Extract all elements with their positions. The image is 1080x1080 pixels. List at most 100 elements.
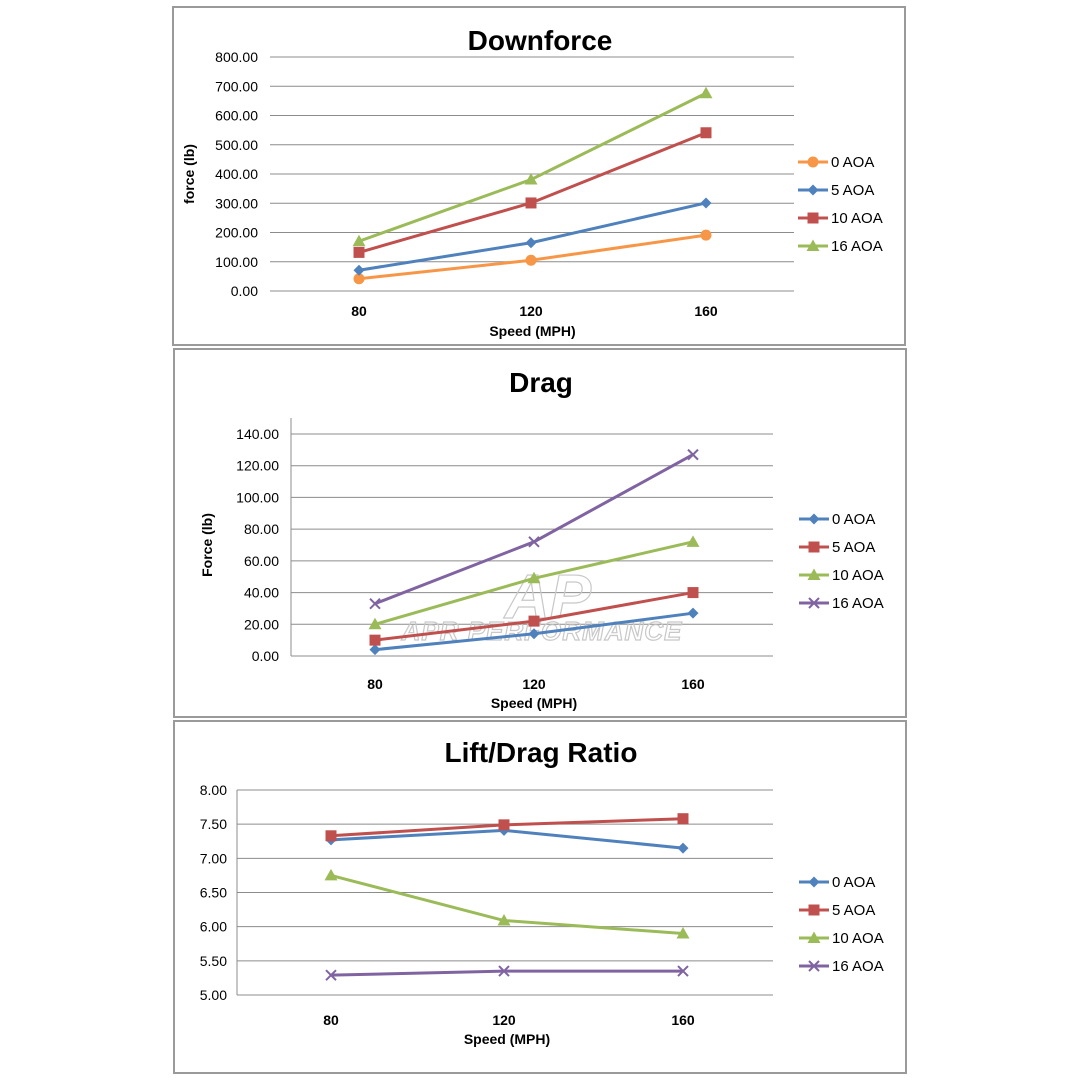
drag-data-point (528, 536, 540, 548)
downforce-chart: Downforce 0.00 100.00 200.00 300.00 400.00 500… (172, 6, 906, 346)
downforce-data-point (700, 127, 712, 139)
drag-legend-label: 0 AOA (832, 511, 875, 528)
drag-x-axis-label: Speed (MPH) (491, 695, 577, 711)
drag-y-tick-label: 60.00 (244, 553, 279, 569)
downforce-y-tick-label: 400.00 (215, 166, 258, 182)
downforce-legend-marker (807, 212, 819, 224)
downforce-legend-label: 10 AOA (831, 210, 883, 227)
lift-drag-ratio-data-point (497, 914, 511, 926)
lift-drag-ratio-chart-svg: Lift/Drag Ratio 5.00 5.50 6.00 6.50 7.00 7.50 8… (200, 737, 884, 1047)
drag-y-tick-label: 100.00 (236, 489, 279, 505)
downforce-x-tick-label: 160 (694, 303, 718, 319)
downforce-x-tick-label: 80 (351, 303, 367, 319)
drag-data-point (528, 628, 540, 640)
drag-legend-marker (808, 597, 820, 609)
drag-legend-item: 10 AOA (799, 567, 884, 584)
drag-x-tick-label: 160 (681, 676, 705, 692)
downforce-data-point (352, 234, 366, 247)
lift-drag-ratio-chart: Lift/Drag Ratio 5.00 5.50 6.00 6.50 7.00 7.50 8… (173, 720, 907, 1074)
drag-data-point (686, 535, 700, 547)
downforce-data-point (524, 173, 538, 185)
downforce-data-point (525, 237, 537, 249)
lift-drag-ratio-x-tick-label: 120 (492, 1012, 516, 1028)
drag-y-axis-label: Force (lb) (199, 513, 215, 577)
downforce-data-point (353, 273, 365, 285)
downforce-series-1 (353, 197, 712, 276)
downforce-data-point (353, 264, 365, 276)
drag-legend-label: 16 AOA (832, 595, 884, 612)
lift-drag-ratio-legend-label: 5 AOA (832, 902, 875, 919)
drag-data-point (369, 644, 381, 656)
downforce-y-tick-label: 800.00 (215, 49, 258, 65)
lift-drag-ratio-y-tick-label: 8.00 (200, 782, 227, 798)
downforce-y-tick-label: 200.00 (215, 225, 258, 241)
downforce-data-point (525, 254, 537, 266)
downforce-x-tick-label: 120 (519, 303, 543, 319)
lift-drag-ratio-legend-item: 16 AOA (799, 958, 884, 975)
downforce-legend-label: 5 AOA (831, 182, 874, 199)
drag-series-2 (368, 535, 700, 630)
lift-drag-ratio-y-tick-label: 6.00 (200, 919, 227, 935)
downforce-y-tick-label: 500.00 (215, 137, 258, 153)
drag-series-1 (369, 587, 699, 646)
lift-drag-ratio-legend-label: 0 AOA (832, 874, 875, 891)
downforce-data-point (700, 197, 712, 209)
lift-drag-ratio-y-tick-label: 5.50 (200, 953, 227, 969)
downforce-y-tick-label: 300.00 (215, 195, 258, 211)
drag-data-point (368, 617, 382, 630)
drag-y-tick-label: 20.00 (244, 616, 279, 632)
drag-chart: Drag 0.00 20.00 40.00 60.00 80.00 100.00 120.00… (173, 348, 907, 718)
downforce-chart-svg: Downforce 0.00 100.00 200.00 300.00 400.00 500… (181, 25, 883, 339)
drag-data-point (528, 615, 540, 627)
lift-drag-ratio-legend-label: 10 AOA (832, 930, 884, 947)
downforce-x-axis-label: Speed (MPH) (489, 323, 575, 339)
lift-drag-ratio-x-tick-label: 80 (323, 1012, 339, 1028)
lift-drag-ratio-legend-item: 10 AOA (799, 930, 884, 947)
lift-drag-ratio-series-2 (324, 868, 690, 939)
lift-drag-ratio-series-1 (325, 813, 689, 842)
drag-chart-svg: Drag 0.00 20.00 40.00 60.00 80.00 100.00 120.00… (199, 367, 884, 711)
drag-legend-marker (807, 568, 821, 580)
downforce-series-3 (352, 86, 713, 247)
drag-legend-label: 5 AOA (832, 539, 875, 556)
drag-data-point (687, 587, 699, 599)
lift-drag-ratio-legend-marker (808, 876, 820, 888)
drag-legend-marker (808, 541, 820, 553)
lift-drag-ratio-legend-label: 16 AOA (832, 958, 884, 975)
downforce-legend-marker (806, 239, 820, 251)
lift-drag-ratio-y-tick-label: 7.50 (200, 816, 227, 832)
downforce-data-point (699, 86, 713, 99)
lift-drag-ratio-data-point (498, 819, 510, 831)
downforce-data-point (700, 229, 712, 241)
lift-drag-ratio-legend-marker (808, 904, 820, 916)
downforce-series-line (358, 131, 707, 254)
drag-data-point (687, 607, 699, 619)
drag-data-point (687, 448, 699, 461)
downforce-y-tick-label: 100.00 (215, 254, 258, 270)
lift-drag-ratio-x-axis-label: Speed (MPH) (464, 1031, 550, 1047)
lift-drag-ratio-data-point (325, 969, 337, 981)
downforce-legend-item: 5 AOA (798, 182, 874, 199)
lift-drag-ratio-data-point (677, 965, 689, 977)
drag-data-point (369, 634, 381, 646)
downforce-legend-item: 16 AOA (798, 238, 883, 255)
downforce-series-2 (353, 127, 712, 258)
downforce-y-tick-label: 700.00 (215, 78, 258, 94)
downforce-legend-item: 10 AOA (798, 210, 883, 227)
downforce-data-point (353, 246, 365, 258)
downforce-series-0 (353, 229, 712, 285)
drag-legend-item: 0 AOA (799, 511, 875, 528)
lift-drag-ratio-title: Lift/Drag Ratio (445, 737, 638, 768)
drag-legend-marker (808, 513, 820, 525)
downforce-y-tick-label: 0.00 (231, 283, 258, 299)
downforce-legend-label: 16 AOA (831, 238, 883, 255)
lift-drag-ratio-y-tick-label: 6.50 (200, 885, 227, 901)
lift-drag-ratio-y-tick-label: 5.00 (200, 987, 227, 1003)
lift-drag-ratio-data-point (498, 965, 510, 977)
downforce-y-tick-label: 600.00 (215, 108, 258, 124)
lift-drag-ratio-legend-item: 5 AOA (799, 902, 875, 919)
drag-series-0 (369, 607, 699, 656)
downforce-data-point (525, 197, 537, 209)
lift-drag-ratio-x-tick-label: 160 (671, 1012, 695, 1028)
lift-drag-ratio-data-point (325, 830, 337, 842)
